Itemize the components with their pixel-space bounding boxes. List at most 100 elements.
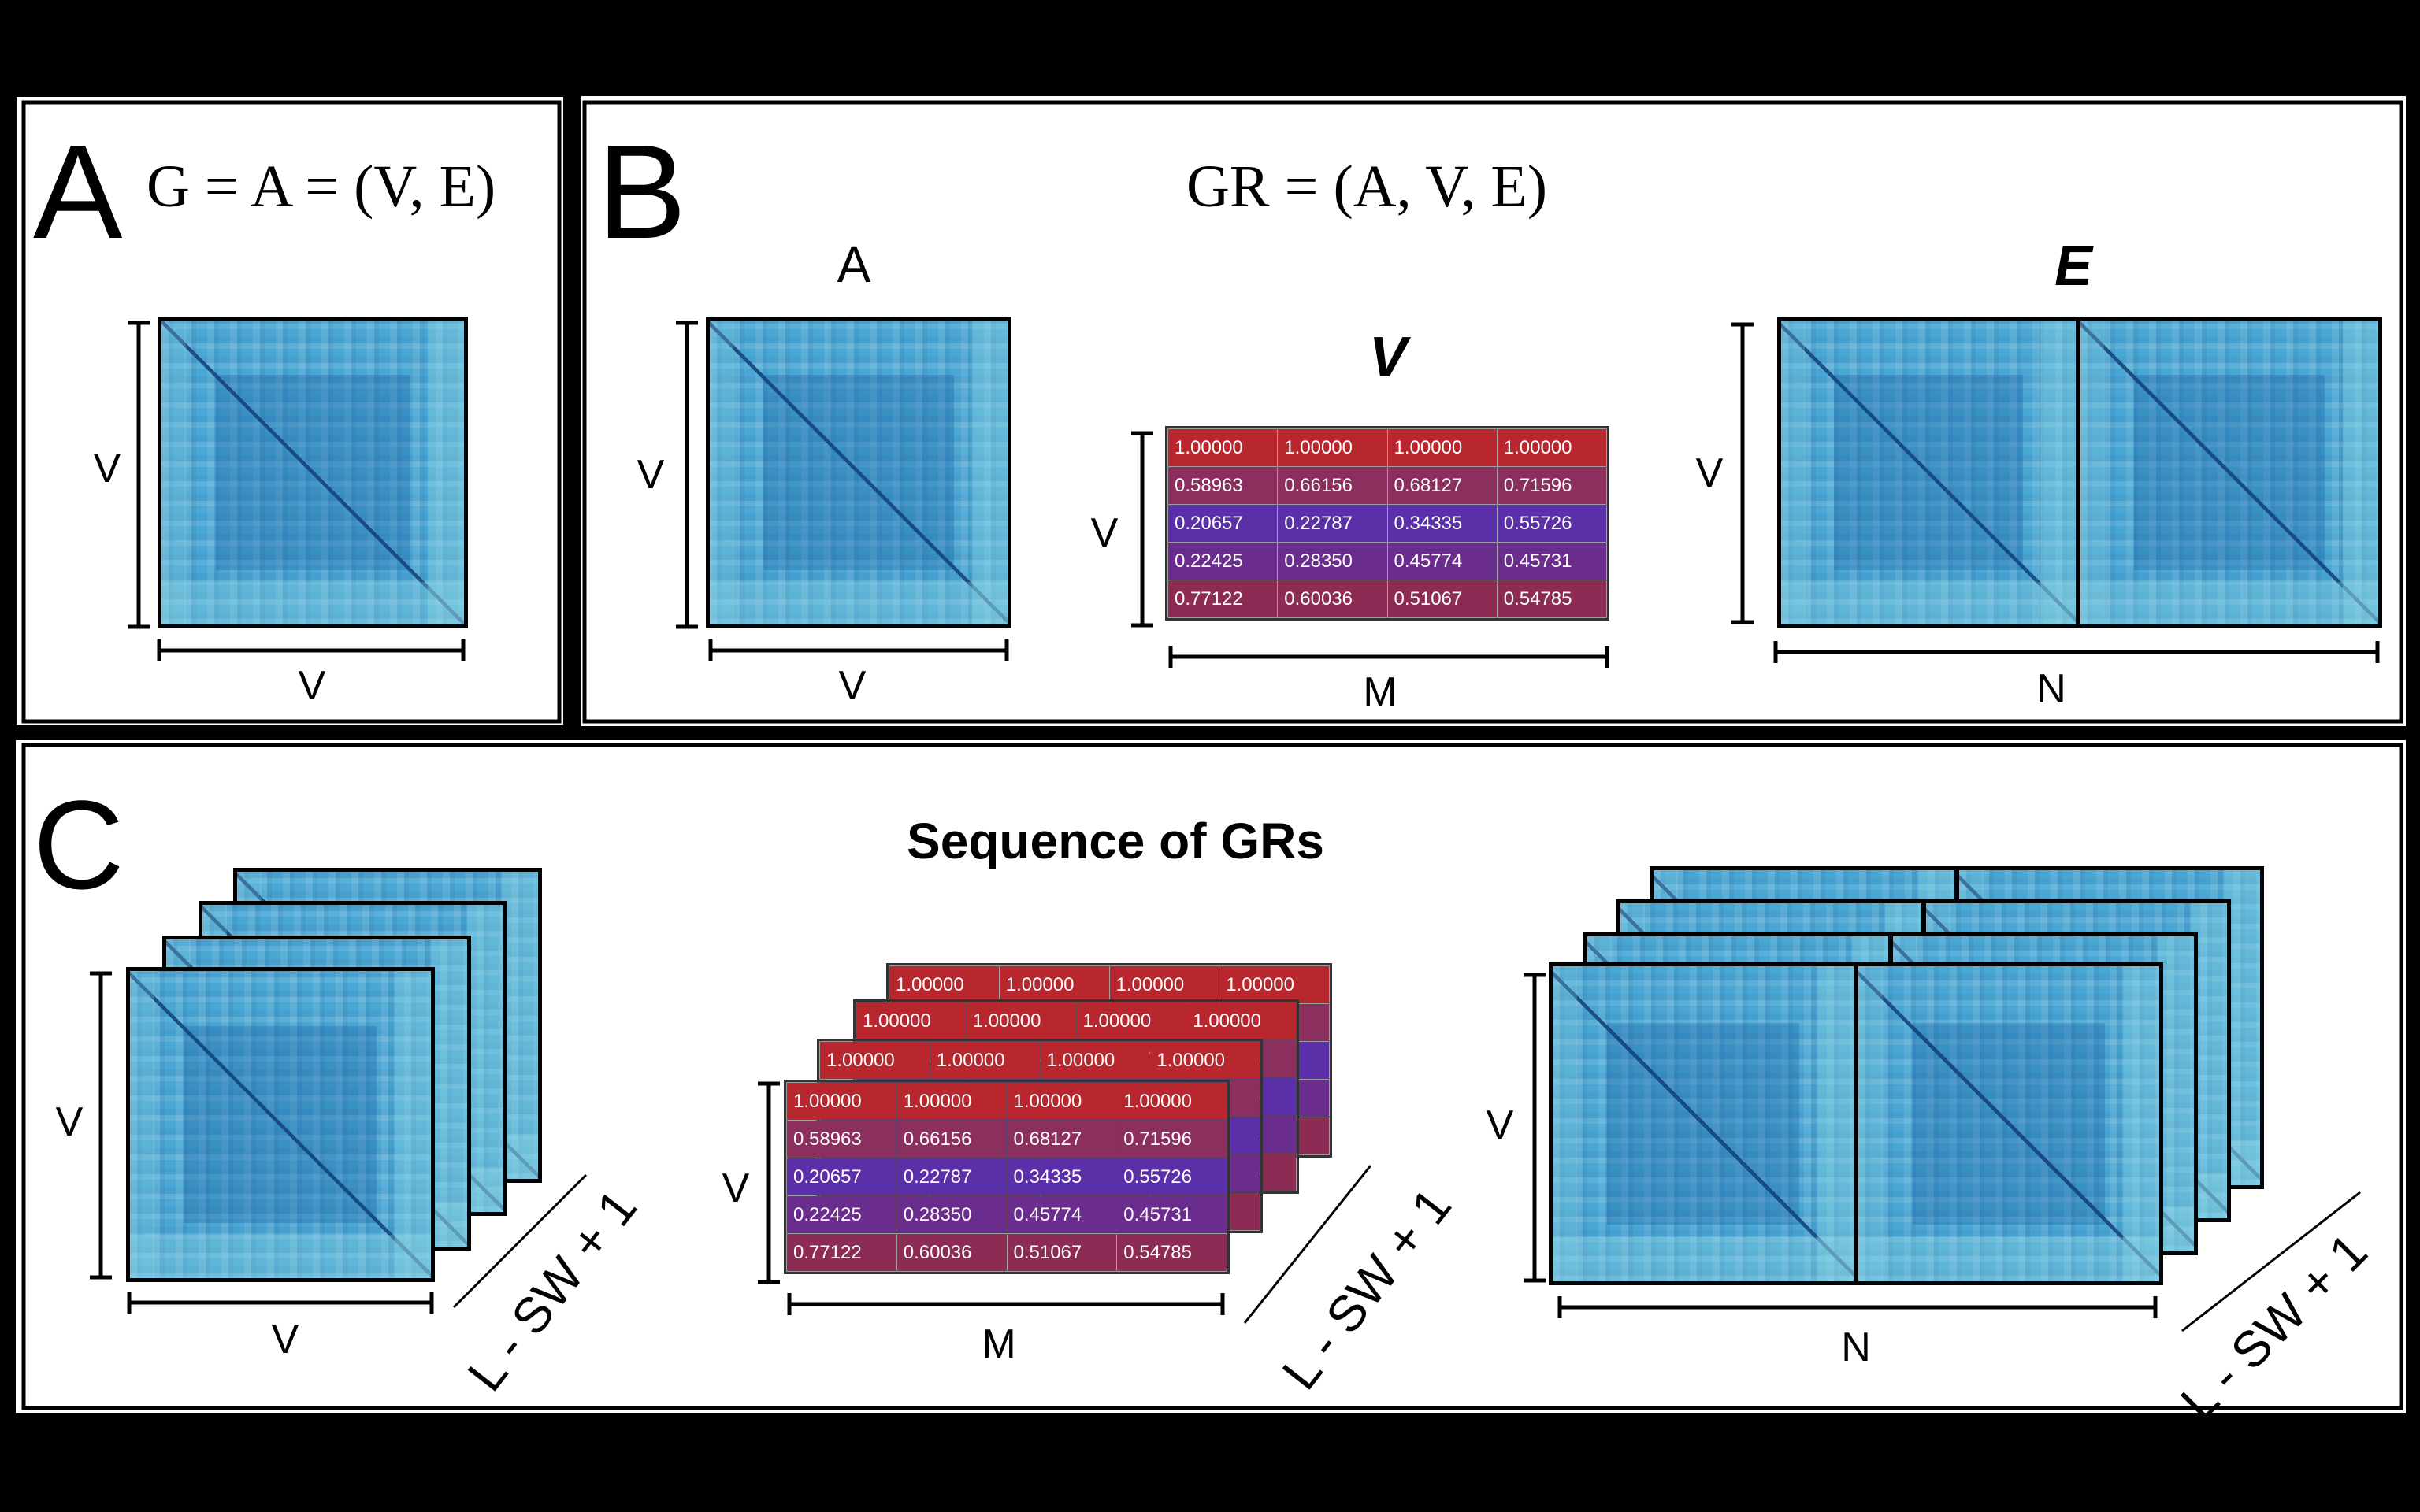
heatmap-texture [1553, 1237, 1854, 1281]
matrix-cell: 0.55726 [1496, 504, 1608, 543]
heatmap-texture [1781, 581, 2076, 624]
matrix-row: 0.77122 0.60036 0.51067 0.54785 [1167, 580, 1608, 618]
heatmap-texture [427, 321, 464, 624]
matrix-cell: 0.22425 [1167, 542, 1279, 580]
matrix-cell: 1.00000 [965, 1002, 1077, 1040]
label-cv-h: M [982, 1321, 1015, 1367]
matrix-row: 1.00000 1.00000 1.00000 1.00000 [856, 1002, 1297, 1040]
panel-b-letter: B [597, 117, 686, 267]
matrix-row: 0.58963 0.66156 0.68127 0.71596 [786, 1120, 1227, 1158]
panel-b-e-title: E [2054, 235, 2094, 298]
matrix-row: 0.22425 0.28350 0.45774 0.45731 [1167, 542, 1608, 580]
panel-c-letter: C [33, 774, 124, 915]
matrix-row: 1.00000 1.00000 1.00000 1.00000 [889, 965, 1330, 1004]
label-ba-h: V [839, 663, 867, 709]
matrix-row: 1.00000 1.00000 1.00000 1.00000 [1167, 428, 1608, 467]
feature-matrix-b: 1.00000 1.00000 1.00000 1.00000 0.58963 0.661… [1165, 426, 1609, 621]
bracket-cv-h [787, 1293, 1225, 1315]
panel-a-border [21, 100, 562, 724]
bracket-be-v [1731, 322, 1754, 624]
matrix-cell: 1.00000 [1167, 428, 1279, 467]
matrix-cell: 0.71596 [1496, 466, 1608, 505]
matrix-cell: 0.45774 [1006, 1195, 1118, 1234]
matrix-row: 0.77122 0.60036 0.51067 0.54785 [786, 1233, 1227, 1272]
heatmap-texture [395, 971, 431, 1278]
matrix-cell: 0.66156 [896, 1120, 1008, 1158]
matrix-cell: 1.00000 [1496, 428, 1608, 467]
label-be-v: V [1696, 450, 1724, 496]
stack-line-e [2181, 1191, 2361, 1332]
heatmap-texture [467, 905, 503, 1212]
adjacency-heatmap-c-4 [126, 967, 435, 1282]
feature-matrix-c-4: 1.00000 1.00000 1.00000 1.00000 0.58963 0.661… [784, 1080, 1230, 1274]
matrix-cell: 1.00000 [889, 965, 1000, 1004]
panel-b-formula: GR = (A, V, E) [1186, 154, 1547, 220]
heatmap-texture [1781, 321, 1805, 624]
panel-c-title: Sequence of GRs [907, 813, 1324, 869]
heatmap-texture [971, 321, 1008, 624]
matrix-cell: 0.68127 [1386, 466, 1498, 505]
matrix-cell: 1.00000 [819, 1041, 930, 1080]
matrix-cell: 0.71596 [1116, 1120, 1227, 1158]
panel-c-border [21, 743, 2403, 1410]
matrix-cell: 1.00000 [1006, 1082, 1118, 1121]
edge-heatmap-b-1 [1777, 317, 2080, 628]
label-cv-v: V [722, 1166, 750, 1211]
matrix-cell: 0.54785 [1496, 580, 1608, 618]
heatmap-texture [1858, 1237, 2159, 1281]
heatmap-texture [710, 581, 1008, 624]
matrix-cell: 0.51067 [1006, 1233, 1118, 1272]
heatmap-texture [2158, 936, 2194, 1251]
label-bv-h: M [1363, 669, 1397, 715]
heatmap-texture [161, 321, 186, 624]
heatmap-texture [763, 375, 954, 570]
matrix-cell: 1.00000 [1116, 1082, 1227, 1121]
matrix-cell: 0.60036 [1277, 580, 1388, 618]
heatmap-texture [184, 1026, 377, 1223]
heatmap-texture [130, 1235, 431, 1278]
heatmap-texture [161, 581, 464, 624]
matrix-cell: 1.00000 [998, 965, 1110, 1004]
matrix-cell: 1.00000 [896, 1082, 1008, 1121]
heatmap-texture [1606, 1023, 1800, 1225]
heatmap-texture [1817, 966, 1854, 1281]
matrix-cell: 0.22787 [1277, 504, 1388, 543]
bracket-a-v [128, 321, 150, 629]
matrix-cell: 0.60036 [896, 1233, 1008, 1272]
matrix-cell: 1.00000 [929, 1041, 1041, 1080]
matrix-cell: 0.77122 [786, 1233, 897, 1272]
bracket-a-h [157, 639, 466, 662]
heatmap-texture [1912, 1023, 2106, 1225]
matrix-cell: 0.58963 [786, 1120, 897, 1158]
bracket-ba-h [708, 639, 1009, 662]
heatmap-texture [2134, 375, 2325, 570]
panel-a-formula: G = A = (V, E) [147, 154, 496, 220]
matrix-cell: 1.00000 [856, 1002, 967, 1040]
bracket-bv-v [1131, 431, 1153, 628]
heatmap-texture [216, 375, 410, 570]
bracket-ce-v [1524, 973, 1546, 1283]
matrix-cell: 0.45731 [1116, 1195, 1227, 1234]
dimension-brackets [90, 321, 2380, 1318]
matrix-cell: 1.00000 [1108, 965, 1220, 1004]
matrix-cell: 1.00000 [1039, 1041, 1151, 1080]
edge-heatmap-c-4-left [1549, 962, 1858, 1285]
label-ce-h: N [1841, 1325, 1871, 1370]
matrix-cell: 0.28350 [896, 1195, 1008, 1234]
label-ba-v: V [637, 452, 665, 498]
matrix-cell: 1.00000 [1277, 428, 1388, 467]
matrix-cell: 0.51067 [1386, 580, 1498, 618]
matrix-cell: 0.22787 [896, 1158, 1008, 1196]
matrix-row: 0.20657 0.22787 0.34335 0.55726 [786, 1158, 1227, 1196]
adjacency-heatmap-b [706, 317, 1011, 628]
label-bv-v: V [1091, 510, 1119, 556]
matrix-row: 0.58963 0.66156 0.68127 0.71596 [1167, 466, 1608, 505]
matrix-row: 1.00000 1.00000 1.00000 1.00000 [786, 1082, 1227, 1121]
stack-line-v [1243, 1165, 1372, 1324]
matrix-cell: 1.00000 [1219, 965, 1330, 1004]
stack-line-a [452, 1173, 588, 1309]
matrix-cell: 0.77122 [1167, 580, 1279, 618]
label-a-v: V [94, 446, 121, 491]
stack-diagonals [452, 1165, 2361, 1332]
